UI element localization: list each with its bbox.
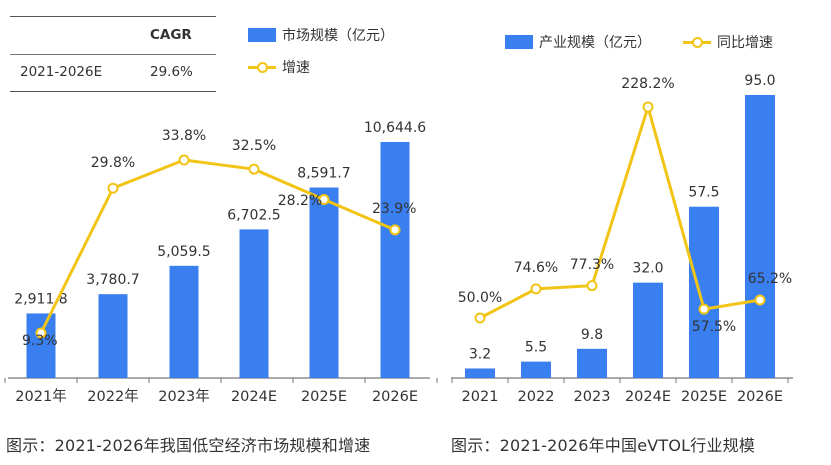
legend-bar-swatch: [505, 35, 533, 49]
growth-point: [642, 101, 654, 113]
growth-point: [389, 224, 401, 236]
legend-yoy: 同比增速: [683, 32, 773, 52]
x-tick-label: 2023年: [158, 388, 209, 405]
bar: [689, 206, 719, 378]
legend-line-swatch: [248, 60, 276, 74]
x-tick-label: 2026E: [372, 389, 418, 405]
cagr-period: 2021-2026E: [20, 64, 103, 80]
legend-growth-label: 增速: [282, 60, 310, 76]
cagr-header-label: CAGR: [150, 27, 192, 43]
caption-right: 图示：2021-2026年中国eVTOL行业规模: [451, 436, 756, 455]
cagr-table-header: CAGR: [10, 17, 216, 55]
legend-market-size-label: 市场规模（亿元）: [282, 28, 394, 44]
bar-value-label: 6,702.5: [227, 207, 280, 223]
bar: [239, 229, 269, 378]
bar: [633, 282, 663, 378]
bar: [745, 95, 775, 378]
bar-value-label: 8,591.7: [297, 166, 350, 182]
growth-value-label: 28.2%: [278, 193, 322, 209]
growth-value-label: 29.8%: [91, 155, 135, 171]
cagr-table: CAGR 2021-2026E 29.6%: [10, 16, 216, 92]
growth-point: [754, 294, 766, 306]
legend-market-size: 市场规模（亿元）: [248, 25, 394, 45]
bar: [521, 361, 551, 378]
bar-value-label: 5,059.5: [157, 244, 210, 260]
bar: [380, 142, 410, 378]
bar-value-label: 3,780.7: [86, 272, 139, 288]
bar: [169, 265, 199, 378]
legend-growth: 增速: [248, 57, 310, 77]
growth-point: [530, 283, 542, 295]
growth-point: [318, 194, 330, 206]
growth-line: [39, 158, 396, 334]
growth-value-label: 65.2%: [748, 271, 792, 287]
legend-industry-size-label: 产业规模（亿元）: [539, 35, 651, 51]
growth-value-label: 228.2%: [621, 76, 674, 92]
legend-bar-swatch: [248, 28, 276, 42]
bar-value-label: 10,644.6: [364, 120, 426, 136]
growth-point: [586, 280, 598, 292]
bar: [26, 313, 56, 378]
growth-point: [698, 303, 710, 315]
x-tick-label: 2024E: [625, 389, 671, 405]
legend-industry-size: 产业规模（亿元）: [505, 32, 651, 52]
legend-line-swatch: [683, 35, 711, 49]
x-tick-label: 2025E: [681, 389, 727, 405]
cagr-table-row: 2021-2026E 29.6%: [10, 54, 216, 91]
growth-point: [107, 182, 119, 194]
x-tick-label: 2023: [574, 389, 611, 405]
growth-value-label: 23.9%: [372, 201, 416, 217]
growth-value-label: 57.5%: [692, 319, 736, 335]
x-tick-label: 2024E: [231, 389, 277, 405]
bar-value-label: 95.0: [744, 73, 775, 89]
x-tick-label: 2025E: [301, 389, 347, 405]
x-tick-label: 2022: [518, 389, 555, 405]
bar-value-label: 57.5: [688, 185, 719, 201]
growth-point: [474, 312, 486, 324]
growth-value-label: 33.8%: [162, 128, 206, 144]
bar: [309, 187, 339, 378]
x-tick-label: 2021年: [15, 388, 66, 405]
bar-value-label: 32.0: [632, 261, 663, 277]
caption-left: 图示：2021-2026年我国低空经济市场规模和增速: [6, 436, 371, 455]
growth-value-label: 9.3%: [22, 333, 58, 349]
bar: [577, 348, 607, 378]
legend-yoy-label: 同比增速: [717, 35, 773, 51]
growth-point: [178, 154, 190, 166]
bar-value-label: 5.5: [525, 340, 547, 356]
growth-point: [35, 327, 47, 339]
growth-line: [479, 105, 761, 320]
growth-value-label: 77.3%: [570, 257, 614, 273]
bar: [98, 294, 128, 378]
bar-value-label: 3.2: [469, 346, 491, 362]
cagr-value: 29.6%: [150, 64, 193, 80]
growth-point: [248, 163, 260, 175]
x-tick-label: 2021: [462, 389, 499, 405]
growth-value-label: 50.0%: [458, 290, 502, 306]
bar-value-label: 9.8: [581, 327, 603, 343]
growth-value-label: 74.6%: [514, 260, 558, 276]
bar: [465, 368, 495, 378]
x-tick-label: 2026E: [737, 389, 783, 405]
growth-value-label: 32.5%: [232, 138, 276, 154]
x-tick-label: 2022年: [87, 388, 138, 405]
